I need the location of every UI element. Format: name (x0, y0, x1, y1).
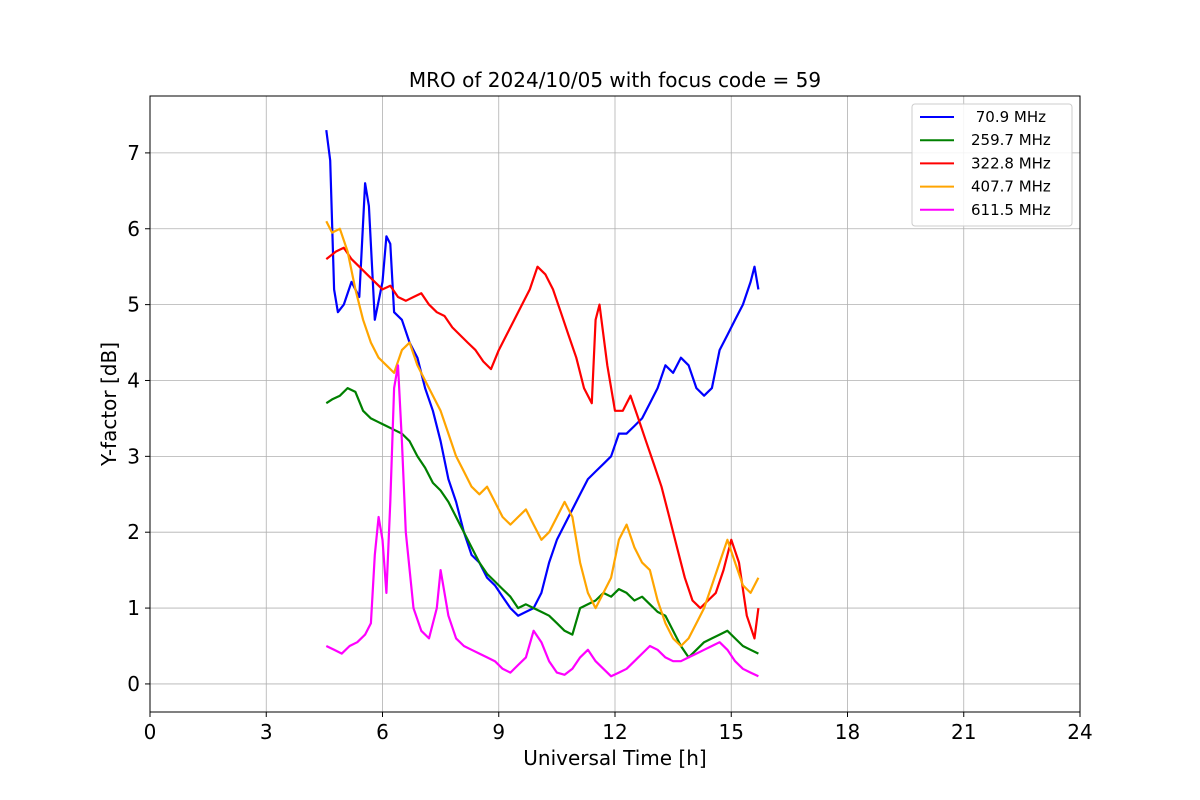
series-line-2 (325, 246, 760, 640)
x-tick-label: 21 (951, 720, 976, 744)
legend-box (911, 103, 1073, 227)
y-tick-label: 4 (127, 368, 140, 392)
legend-label: 259.7 MHz (971, 131, 1051, 149)
legend-label: 407.7 MHz (971, 178, 1051, 196)
x-tick-label: 0 (144, 720, 157, 744)
x-tick-label: 6 (376, 720, 389, 744)
chart-title: MRO of 2024/10/05 with focus code = 59 (409, 68, 821, 92)
x-tick-label: 24 (1067, 720, 1092, 744)
x-axis-label: Universal Time [h] (523, 746, 706, 770)
x-tick-label: 3 (260, 720, 273, 744)
legend-label: 611.5 MHz (971, 201, 1051, 219)
series-line-3 (325, 220, 760, 648)
x-tick-label: 12 (602, 720, 627, 744)
y-tick-label: 2 (127, 520, 140, 544)
legend: 70.9 MHz 259.7 MHz 322.8 MHz 407.7 MHz 611.5… (911, 103, 1073, 227)
y-tick-label: 7 (127, 141, 140, 165)
y-tick-label: 6 (127, 217, 140, 241)
series-line-4 (325, 364, 759, 678)
y-tick-label: 1 (127, 596, 140, 620)
series-layer (325, 129, 760, 678)
series-line-1 (325, 387, 759, 659)
legend-label: 70.9 MHz (971, 108, 1046, 126)
y-tick-label: 5 (127, 293, 140, 317)
y-tick-label: 3 (127, 444, 140, 468)
x-tick-label: 18 (835, 720, 860, 744)
x-tick-label: 15 (719, 720, 744, 744)
series-line-0 (325, 129, 760, 617)
y-axis-label: Y-factor [dB] (97, 342, 121, 467)
legend-label: 322.8 MHz (971, 154, 1051, 172)
x-tick-label: 9 (492, 720, 505, 744)
y-tick-label: 0 (127, 672, 140, 696)
